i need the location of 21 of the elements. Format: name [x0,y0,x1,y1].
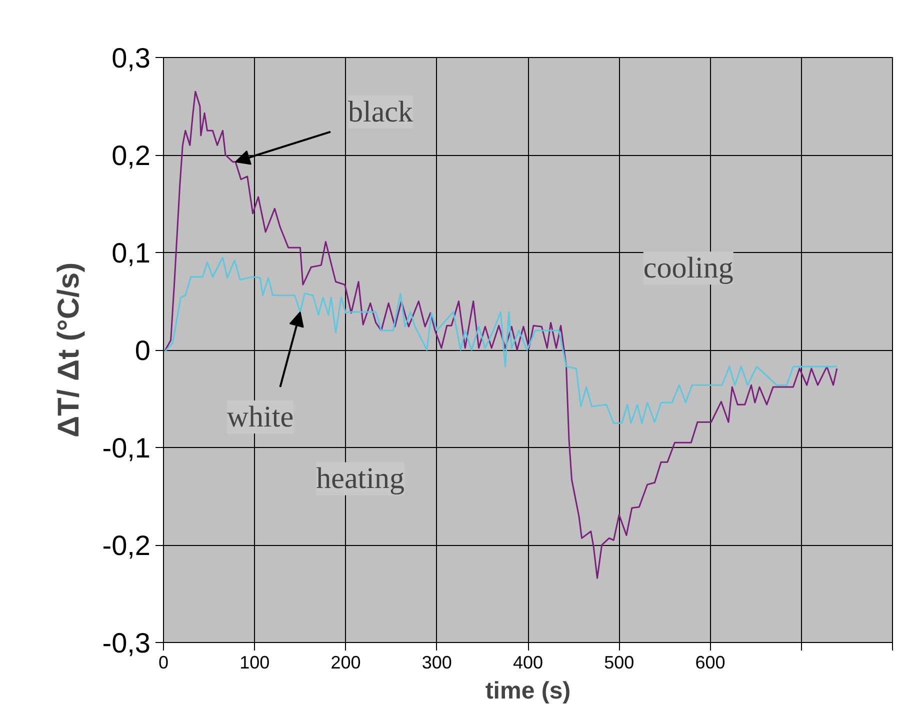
annotation: black [348,95,413,128]
x-tick-label: 400 [512,652,544,672]
line-series [164,90,838,579]
x-tick-label: 500 [604,652,634,672]
x-tick-label: 100 [240,652,270,672]
x-tick-label: 600 [695,652,726,672]
y-axis-title: ΔT/ Δt (°C/s) [52,262,86,438]
x-tick-label: 300 [422,652,452,672]
y-tick-label: 0 [134,335,151,366]
x-tick-label: 200 [330,652,361,672]
y-tick-label: -0,1 [102,432,150,464]
y-tick-label: -0,2 [102,530,150,561]
annotation: cooling [643,252,734,285]
y-tick-label: 0,1 [112,238,151,268]
annotation: heating [316,462,404,496]
y-tick-label: 0,2 [112,140,151,171]
x-tick-label: 0 [158,652,169,672]
x-axis-title: time (s) [485,678,571,704]
y-tick-label: -0,3 [102,628,150,658]
y-tick-label: 0,3 [112,42,151,74]
annotation: white [226,400,294,434]
